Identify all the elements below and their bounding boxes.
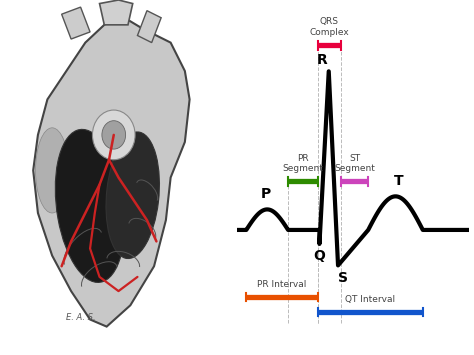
Polygon shape bbox=[100, 0, 133, 25]
Ellipse shape bbox=[55, 129, 125, 283]
Ellipse shape bbox=[106, 132, 159, 258]
Ellipse shape bbox=[92, 110, 135, 160]
Polygon shape bbox=[62, 7, 90, 39]
Text: P: P bbox=[261, 187, 271, 202]
Text: PR
Segment: PR Segment bbox=[283, 154, 323, 173]
Ellipse shape bbox=[102, 121, 126, 149]
Text: E. A. S.: E. A. S. bbox=[66, 312, 96, 322]
Text: S: S bbox=[337, 272, 347, 285]
Text: QRS
Complex: QRS Complex bbox=[310, 17, 349, 37]
Text: Q: Q bbox=[313, 249, 325, 263]
Text: R: R bbox=[317, 53, 327, 67]
Text: T: T bbox=[393, 174, 403, 189]
Text: QT Interval: QT Interval bbox=[345, 295, 395, 304]
Text: ST
Segment: ST Segment bbox=[334, 154, 375, 173]
Polygon shape bbox=[137, 11, 161, 43]
Ellipse shape bbox=[36, 128, 69, 213]
Text: PR Interval: PR Interval bbox=[257, 280, 307, 289]
Polygon shape bbox=[33, 14, 190, 327]
